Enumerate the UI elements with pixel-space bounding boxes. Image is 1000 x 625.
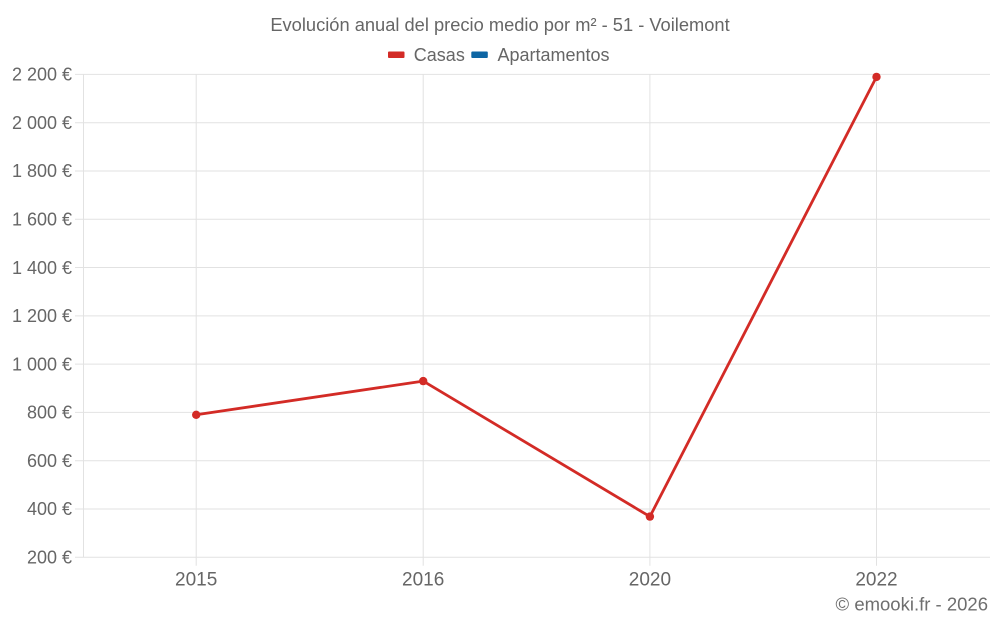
svg-text:200 €: 200 €	[27, 548, 72, 568]
svg-text:2 200 €: 2 200 €	[12, 65, 72, 85]
svg-text:1 800 €: 1 800 €	[12, 161, 72, 181]
svg-text:1 200 €: 1 200 €	[12, 306, 72, 326]
svg-text:600 €: 600 €	[27, 451, 72, 471]
svg-text:2015: 2015	[175, 570, 217, 591]
svg-text:Evolución anual del precio med: Evolución anual del precio medio por m² …	[270, 14, 729, 35]
svg-text:© emooki.fr - 2026: © emooki.fr - 2026	[836, 594, 988, 615]
svg-text:2 000 €: 2 000 €	[12, 113, 72, 133]
svg-text:400 €: 400 €	[27, 499, 72, 519]
svg-text:2020: 2020	[629, 570, 671, 591]
svg-text:Casas: Casas	[414, 45, 465, 65]
svg-text:1 000 €: 1 000 €	[12, 354, 72, 374]
svg-text:2022: 2022	[855, 570, 897, 591]
svg-text:1 600 €: 1 600 €	[12, 210, 72, 230]
svg-text:2016: 2016	[402, 570, 444, 591]
svg-text:1 400 €: 1 400 €	[12, 258, 72, 278]
svg-text:Apartamentos: Apartamentos	[498, 45, 610, 65]
svg-text:800 €: 800 €	[27, 403, 72, 423]
